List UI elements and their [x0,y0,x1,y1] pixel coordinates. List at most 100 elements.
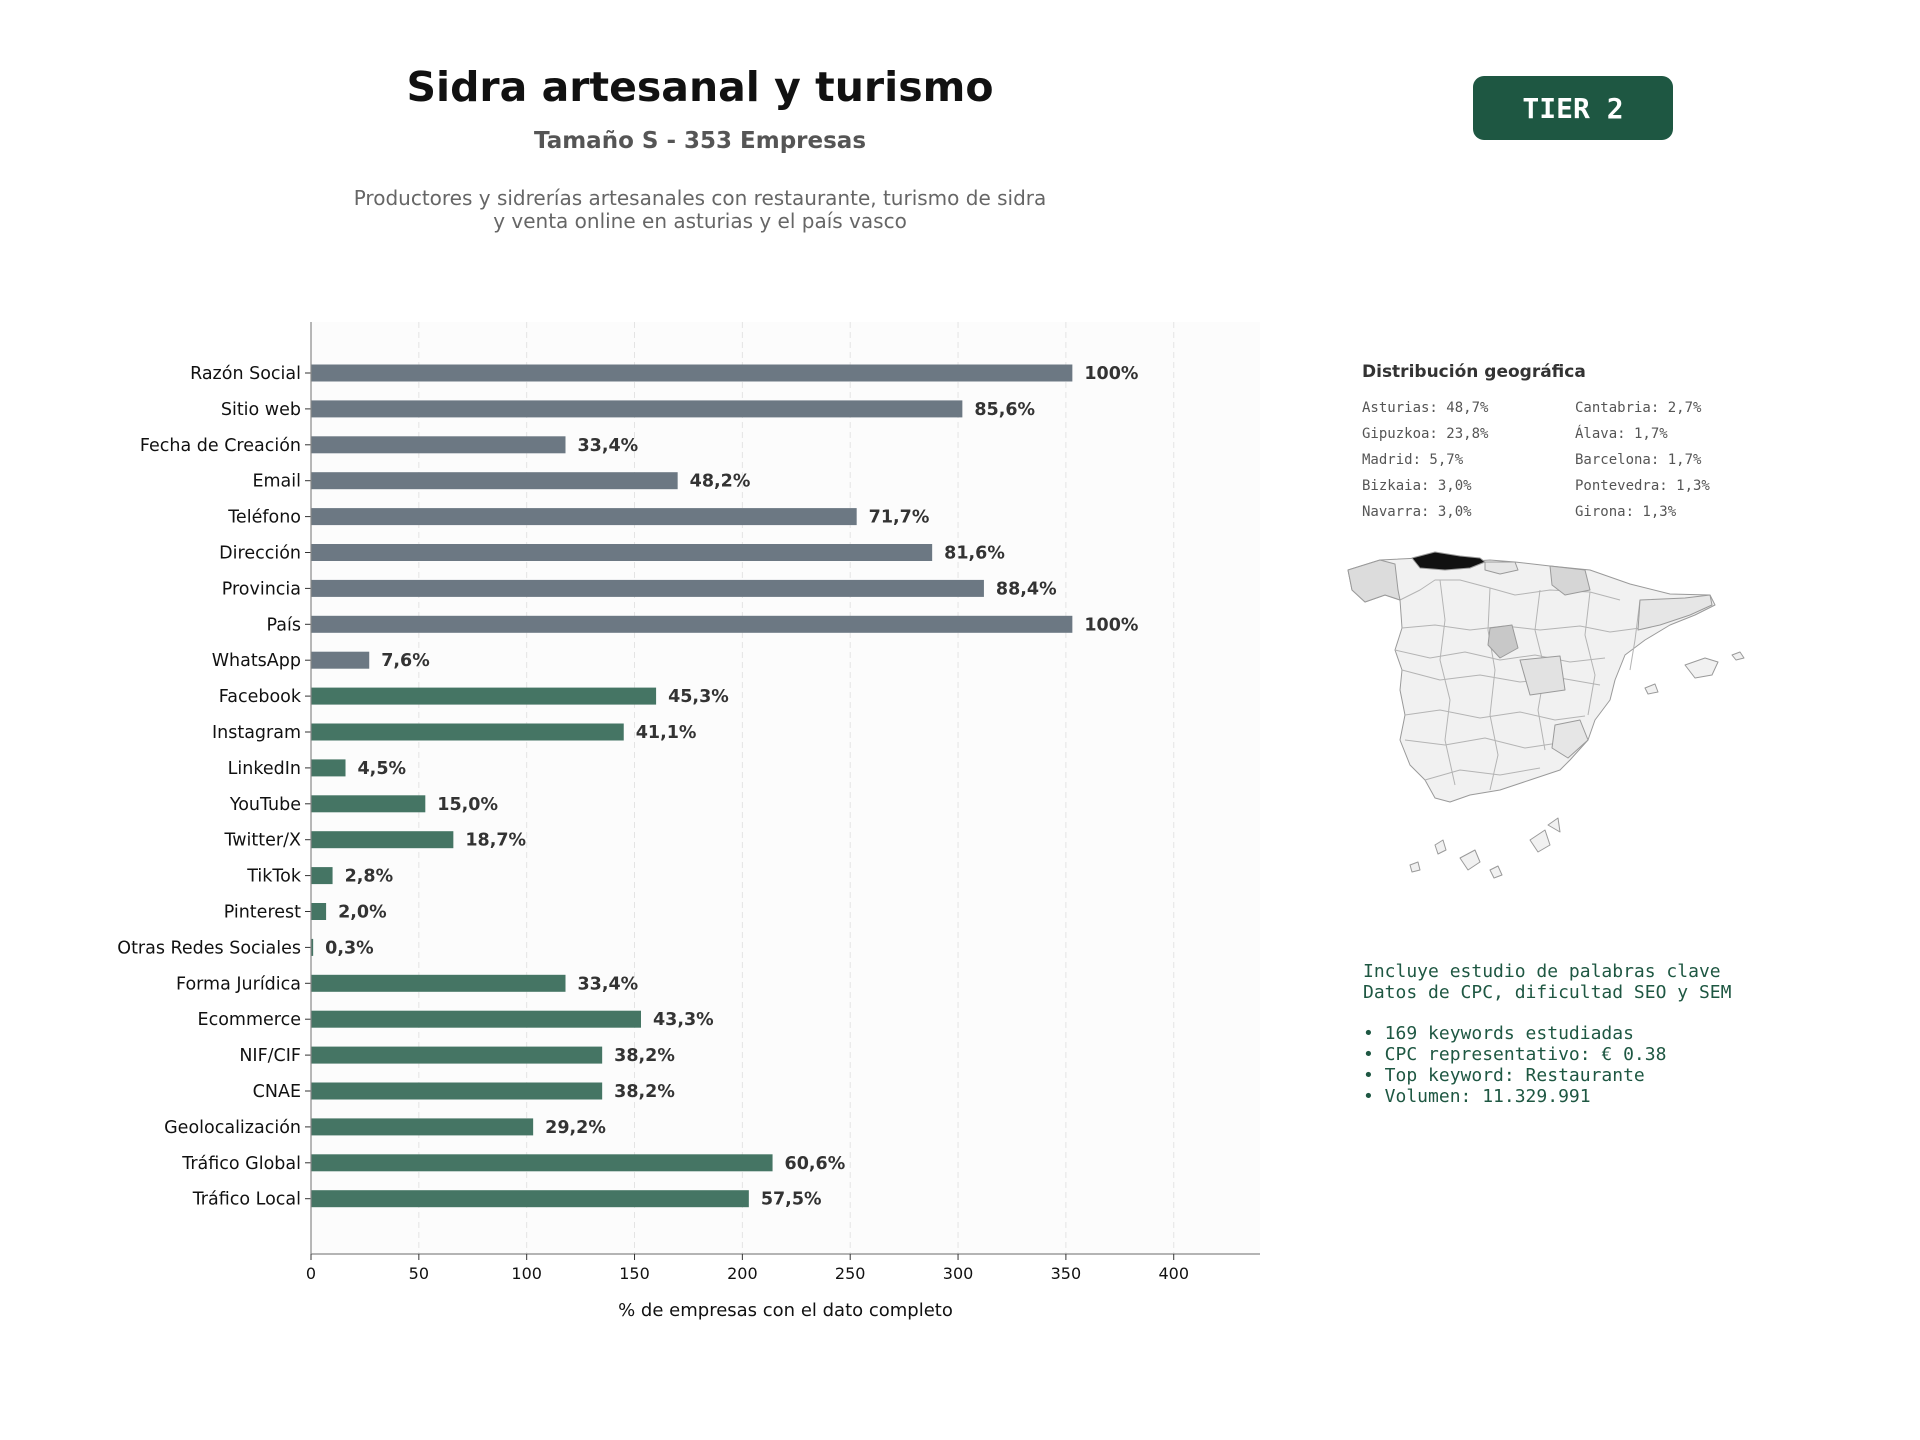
data-label: 81,6% [944,544,1005,564]
bar [311,1118,534,1136]
bar [311,508,857,526]
bar [311,1010,641,1028]
data-label: 60,6% [785,1154,846,1174]
x-tick-label: 200 [727,1264,758,1283]
bar [311,400,963,418]
geo-item: Asturias: 48,7% [1362,400,1489,416]
category-label: Facebook [219,687,302,707]
data-label: 48,2% [690,472,751,492]
data-label: 4,5% [358,759,407,779]
data-label: 45,3% [668,687,729,707]
category-label: Pinterest [224,903,301,923]
bar [311,867,333,885]
region-madrid [1487,624,1519,659]
geo-item: Bizkaia: 3,0% [1362,478,1472,494]
description-line: Productores y sidrerías artesanales con … [353,186,1047,210]
bar [311,544,933,561]
bar [311,436,566,454]
bar [311,723,624,741]
category-label: LinkedIn [228,759,301,779]
x-tick-label: 400 [1158,1264,1189,1283]
category-label: Tráfico Local [192,1190,301,1210]
x-axis-title: % de empresas con el dato completo [618,1300,953,1321]
x-tick-label: 100 [511,1264,542,1283]
geo-item: Navarra: 3,0% [1362,504,1472,520]
x-tick-label: 0 [306,1264,316,1283]
data-label: 0,3% [325,938,374,958]
geo-item: Pontevedra: 1,3% [1575,478,1710,494]
data-label: 15,0% [437,795,498,815]
data-label: 33,4% [578,436,639,456]
region-catalonia [1637,594,1713,631]
x-tick-label: 150 [619,1264,650,1283]
description-line: y venta online en asturias y el país vas… [493,209,907,233]
category-label: TikTok [246,867,302,887]
category-label: Otras Redes Sociales [117,938,301,958]
info-line: Incluye estudio de palabras clave [1363,961,1721,982]
x-tick-label: 350 [1051,1264,1082,1283]
region-gipuzkoa [1549,565,1591,596]
category-label: WhatsApp [212,651,301,671]
data-label: 7,6% [381,651,430,671]
spain-map [1347,551,1745,879]
plot-area [311,322,1260,1254]
info-bullet: • Volumen: 11.329.991 [1363,1086,1591,1107]
category-label: Teléfono [227,508,301,528]
bar [311,472,678,490]
data-label: 38,2% [614,1082,675,1102]
data-label: 57,5% [761,1190,822,1210]
canary-islands [1409,817,1561,879]
category-label: Provincia [222,579,301,599]
bar [311,687,657,705]
category-label: Tráfico Global [181,1154,301,1174]
region-aragon [1519,655,1566,696]
data-label: 38,2% [614,1046,675,1066]
category-label: NIF/CIF [239,1046,301,1066]
data-label: 100% [1084,364,1138,384]
bar [311,1046,603,1064]
category-label: CNAE [253,1082,301,1102]
keyword-info: Incluye estudio de palabras clave Datos … [1363,961,1731,1107]
data-label: 33,4% [578,974,639,994]
category-label: YouTube [229,795,301,815]
region-east [1551,719,1589,759]
bar [311,615,1073,633]
bar [311,1190,749,1208]
geo-item: Madrid: 5,7% [1362,452,1464,468]
info-bullet: • 169 keywords estudiadas [1363,1023,1634,1044]
category-label: Geolocalización [164,1118,301,1138]
geo-item: Barcelona: 1,7% [1575,452,1702,468]
category-label: Fecha de Creación [140,436,301,456]
bar [311,759,346,777]
data-label: 43,3% [653,1010,714,1030]
category-label: Sitio web [221,400,301,420]
geo-item: Álava: 1,7% [1575,426,1668,442]
bar [311,795,426,813]
geo-distribution-title: Distribución geográfica [1362,362,1586,382]
data-label: 88,4% [996,579,1057,599]
data-label: 2,8% [345,867,394,887]
geo-item: Cantabria: 2,7% [1575,400,1702,416]
bar [311,579,984,597]
data-label: 71,7% [869,508,930,528]
data-label: 100% [1084,615,1138,635]
data-label: 18,7% [465,831,526,851]
bar [311,1154,773,1172]
balearic-islands [1644,651,1745,695]
x-tick-label: 250 [835,1264,866,1283]
region-cantabria [1484,561,1519,575]
category-label: Dirección [219,544,301,564]
bar [311,1082,603,1100]
x-tick-label: 50 [409,1264,429,1283]
info-line: Datos de CPC, dificultad SEO y SEM [1363,982,1732,1003]
data-label: 85,6% [974,400,1035,420]
geo-item: Gipuzkoa: 23,8% [1362,426,1489,442]
info-bullet: • Top keyword: Restaurante [1363,1065,1645,1086]
x-tick-label: 300 [943,1264,974,1283]
bar [311,938,314,956]
category-label: Instagram [212,723,301,743]
page-title: Sidra artesanal y turismo [406,63,994,111]
bar [311,903,327,920]
bar [311,651,370,669]
bar [311,364,1073,382]
